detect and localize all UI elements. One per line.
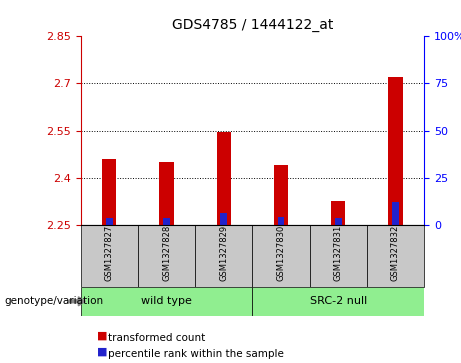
Text: ■: ■ bbox=[97, 347, 107, 357]
Bar bbox=[220, 213, 227, 225]
Bar bbox=[102, 159, 117, 225]
Bar bbox=[106, 219, 113, 225]
Text: GSM1327829: GSM1327829 bbox=[219, 225, 228, 281]
Text: GSM1327830: GSM1327830 bbox=[277, 225, 285, 281]
Bar bbox=[217, 132, 231, 225]
Title: GDS4785 / 1444122_at: GDS4785 / 1444122_at bbox=[171, 19, 333, 33]
Bar bbox=[138, 225, 195, 287]
Text: genotype/variation: genotype/variation bbox=[5, 296, 104, 306]
Bar bbox=[252, 225, 310, 287]
Text: GSM1327831: GSM1327831 bbox=[334, 225, 343, 281]
Bar bbox=[392, 203, 399, 225]
Text: percentile rank within the sample: percentile rank within the sample bbox=[108, 349, 284, 359]
Bar bbox=[160, 162, 174, 225]
Bar bbox=[388, 77, 402, 225]
Bar bbox=[310, 225, 367, 287]
Bar bbox=[335, 219, 342, 225]
Bar bbox=[81, 225, 138, 287]
Text: wild type: wild type bbox=[141, 296, 192, 306]
Bar bbox=[252, 287, 424, 316]
Text: transformed count: transformed count bbox=[108, 333, 206, 343]
Bar bbox=[367, 225, 424, 287]
Bar bbox=[81, 287, 252, 316]
Text: ■: ■ bbox=[97, 331, 107, 341]
Bar bbox=[278, 217, 284, 225]
Text: GSM1327827: GSM1327827 bbox=[105, 225, 114, 281]
Bar bbox=[274, 165, 288, 225]
Bar bbox=[163, 219, 170, 225]
Text: GSM1327828: GSM1327828 bbox=[162, 225, 171, 281]
Bar bbox=[331, 201, 345, 225]
Bar bbox=[195, 225, 252, 287]
Text: GSM1327832: GSM1327832 bbox=[391, 225, 400, 281]
Text: SRC-2 null: SRC-2 null bbox=[310, 296, 367, 306]
